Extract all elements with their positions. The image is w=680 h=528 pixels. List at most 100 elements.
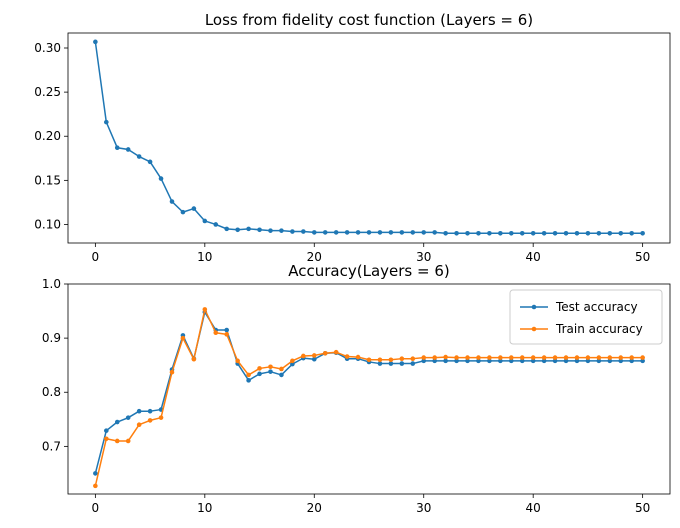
data-point (585, 355, 591, 360)
data-point (114, 438, 120, 444)
data-point (552, 358, 558, 364)
data-point (246, 226, 251, 232)
data-point (607, 358, 613, 364)
x-tick-label: 30 (416, 501, 431, 515)
data-point (366, 357, 372, 363)
data-point (125, 147, 131, 152)
data-point (213, 222, 219, 227)
data-point (279, 228, 284, 233)
axes-frame (67, 283, 671, 495)
data-point (640, 230, 645, 236)
data-point (355, 230, 361, 235)
chart-title: Loss from fidelity cost function (Layers… (205, 11, 533, 29)
data-point (224, 332, 230, 337)
data-point (607, 230, 613, 236)
data-point (519, 355, 525, 360)
data-point (530, 358, 536, 364)
legend-marker (531, 304, 537, 310)
data-point (235, 358, 240, 364)
data-point (563, 358, 569, 364)
data-point (246, 378, 251, 383)
data-point (169, 199, 175, 204)
data-point (596, 230, 602, 236)
data-point (629, 355, 634, 360)
data-point (366, 230, 372, 235)
x-tick-label: 20 (307, 501, 322, 515)
x-tick-label: 10 (197, 250, 212, 264)
data-point (454, 358, 459, 364)
y-tick-label: 0.20 (34, 129, 61, 143)
data-point (574, 355, 580, 360)
data-point (574, 230, 580, 236)
data-point (257, 366, 262, 371)
data-point (508, 355, 514, 360)
data-point (311, 353, 317, 358)
data-point (169, 369, 175, 375)
data-point (596, 355, 602, 360)
data-point (114, 145, 120, 151)
data-point (410, 230, 416, 235)
x-tick-label: 40 (526, 501, 541, 515)
data-point (541, 358, 547, 364)
data-point (268, 369, 273, 374)
data-point (333, 349, 339, 355)
data-point (257, 371, 262, 377)
axes-frame (67, 32, 671, 244)
data-point (541, 355, 547, 360)
legend-marker (531, 326, 537, 332)
data-point (421, 358, 427, 364)
data-point (257, 227, 262, 233)
data-point (530, 230, 536, 236)
data-point (355, 354, 361, 360)
data-point (585, 230, 591, 236)
data-point (399, 230, 405, 235)
y-tick-label: 0.10 (34, 217, 61, 231)
data-point (640, 358, 645, 364)
data-point (563, 355, 569, 360)
data-point (224, 226, 230, 232)
data-point (125, 438, 131, 444)
data-point (519, 230, 525, 236)
data-point (421, 355, 427, 360)
data-point (432, 355, 437, 360)
data-point (410, 361, 416, 366)
data-point (290, 358, 295, 364)
data-point (104, 428, 109, 433)
data-point (498, 230, 503, 236)
data-point (421, 230, 427, 235)
data-point (290, 229, 295, 234)
data-point (519, 358, 525, 364)
data-point (618, 230, 624, 236)
data-point (213, 330, 219, 336)
data-point (158, 415, 164, 420)
y-tick-label: 0.15 (34, 173, 61, 187)
data-point (202, 307, 208, 312)
data-point (136, 422, 142, 428)
data-point (301, 353, 306, 359)
data-point (487, 358, 492, 364)
y-tick-label: 0.9 (42, 331, 61, 345)
data-point (268, 364, 273, 370)
data-point (191, 206, 197, 211)
x-tick-label: 0 (92, 501, 100, 515)
data-point (344, 230, 350, 235)
data-point (508, 230, 514, 236)
data-point (136, 154, 142, 159)
data-point (432, 230, 437, 235)
data-point (530, 355, 536, 360)
data-point (443, 230, 448, 236)
data-point (399, 361, 405, 366)
data-point (235, 227, 240, 233)
data-point (552, 355, 558, 360)
data-point (574, 358, 580, 364)
data-point (311, 356, 317, 362)
data-point (454, 230, 459, 236)
data-point (180, 335, 186, 341)
data-point (465, 355, 470, 360)
data-point (487, 355, 492, 360)
data-point (114, 419, 120, 425)
data-point (487, 230, 492, 236)
data-point (563, 230, 569, 236)
legend-box (509, 289, 663, 345)
data-point (629, 230, 634, 236)
